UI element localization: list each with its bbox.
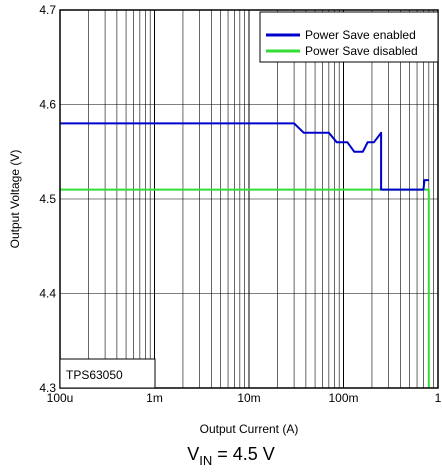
caption: VIN = 4.5 V bbox=[187, 444, 275, 467]
series-line-power-save-enabled bbox=[60, 122, 429, 191]
y-tick-label: 4.6 bbox=[39, 98, 56, 112]
x-tick-label: 1 bbox=[435, 391, 442, 405]
annotation-label: TPS63050 bbox=[66, 368, 123, 382]
x-tick-label: 1m bbox=[146, 391, 163, 405]
y-tick-label: 4.3 bbox=[39, 381, 56, 395]
annotation-frame bbox=[59, 358, 156, 389]
y-tick-label: 4.4 bbox=[39, 287, 56, 301]
legend-label-power-save-enabled: Power Save enabled bbox=[305, 28, 416, 42]
x-axis-label: Output Current (A) bbox=[200, 422, 299, 436]
y-tick-label: 4.5 bbox=[39, 192, 56, 206]
series-line-power-save-disabled bbox=[60, 188, 430, 388]
y-axis-label: Output Voltage (V) bbox=[8, 150, 22, 249]
x-tick-label: 10m bbox=[237, 391, 260, 405]
plot-frame bbox=[59, 9, 439, 389]
grid bbox=[59, 9, 439, 389]
caption-suffix: = 4.5 V bbox=[212, 444, 275, 464]
caption-subscript: IN bbox=[199, 453, 212, 467]
y-tick-label: 4.7 bbox=[39, 3, 56, 17]
x-tick-label: 100m bbox=[328, 391, 358, 405]
caption-prefix: V bbox=[187, 444, 199, 464]
legend-label-power-save-disabled: Power Save disabled bbox=[305, 44, 418, 58]
legend: Power Save enabled Power Save disabled bbox=[259, 11, 439, 63]
legend-box bbox=[259, 11, 439, 63]
series-layer bbox=[60, 122, 430, 388]
annotation-box: TPS63050 bbox=[59, 358, 156, 389]
y-tick-labels: 4.3 4.4 4.5 4.6 4.7 bbox=[39, 3, 56, 395]
x-tick-label: 100u bbox=[47, 391, 74, 405]
x-tick-labels: 100u 1m 10m 100m 1 bbox=[47, 391, 442, 405]
